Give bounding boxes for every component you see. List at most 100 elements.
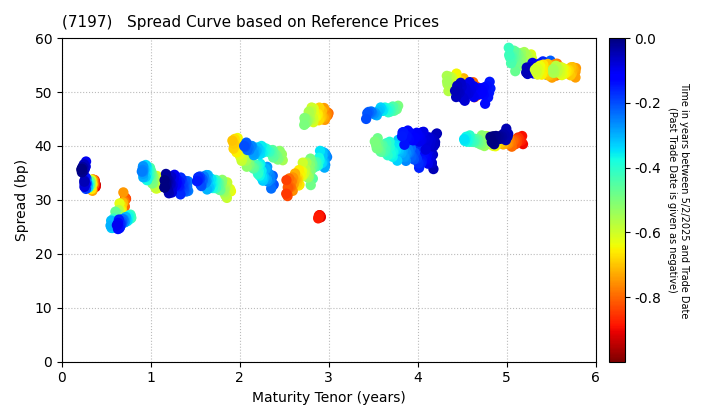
- Point: [175, 191, 186, 198]
- Point: [84, 179, 96, 186]
- Point: [502, 133, 513, 140]
- Point: [112, 210, 124, 217]
- Point: [545, 68, 557, 75]
- Point: [369, 138, 381, 145]
- Point: [159, 184, 171, 191]
- Point: [509, 54, 521, 61]
- Point: [472, 86, 484, 93]
- Point: [407, 154, 418, 160]
- Point: [141, 166, 153, 173]
- Point: [361, 110, 373, 117]
- Point: [210, 176, 222, 183]
- Point: [300, 166, 311, 173]
- Point: [305, 168, 316, 174]
- Point: [236, 158, 248, 164]
- Point: [459, 84, 471, 91]
- Point: [462, 89, 473, 95]
- Point: [469, 94, 480, 100]
- Point: [523, 52, 534, 59]
- Point: [251, 163, 262, 170]
- Point: [467, 137, 478, 144]
- Point: [117, 217, 129, 223]
- Point: [472, 90, 483, 97]
- Point: [256, 175, 268, 181]
- Point: [273, 155, 284, 162]
- Point: [542, 60, 554, 67]
- Point: [470, 139, 482, 145]
- Point: [303, 108, 315, 115]
- Point: [319, 164, 330, 171]
- Point: [235, 154, 246, 160]
- Point: [114, 224, 126, 231]
- Point: [391, 106, 402, 113]
- Point: [166, 173, 177, 180]
- Point: [180, 187, 192, 194]
- Point: [248, 164, 260, 171]
- Point: [252, 166, 264, 173]
- Point: [473, 91, 485, 98]
- Point: [405, 132, 417, 139]
- Point: [392, 102, 404, 109]
- Point: [370, 142, 382, 148]
- Point: [196, 183, 207, 189]
- Point: [415, 160, 427, 166]
- Point: [252, 148, 264, 155]
- Point: [138, 174, 149, 181]
- Point: [430, 131, 441, 138]
- Point: [315, 115, 327, 121]
- Point: [462, 88, 473, 94]
- Point: [125, 211, 136, 218]
- Point: [426, 160, 438, 167]
- Point: [197, 176, 209, 183]
- Point: [147, 179, 158, 186]
- Point: [379, 104, 391, 111]
- Point: [481, 83, 492, 89]
- Point: [76, 166, 87, 173]
- Point: [142, 168, 153, 174]
- Point: [485, 139, 497, 145]
- Point: [139, 167, 150, 174]
- Point: [225, 186, 236, 192]
- Point: [86, 180, 98, 187]
- Point: [181, 184, 192, 190]
- Point: [229, 136, 240, 142]
- Point: [318, 114, 330, 121]
- Point: [495, 135, 507, 142]
- Point: [125, 213, 137, 220]
- Point: [455, 77, 467, 84]
- Point: [496, 133, 508, 140]
- Point: [426, 135, 438, 142]
- Point: [193, 176, 204, 182]
- Point: [266, 185, 277, 192]
- Point: [566, 70, 577, 77]
- Point: [176, 183, 187, 189]
- Point: [506, 58, 518, 64]
- Point: [466, 81, 477, 87]
- Point: [90, 184, 102, 190]
- Point: [451, 94, 462, 100]
- Point: [179, 184, 190, 191]
- Point: [494, 138, 505, 145]
- Point: [243, 154, 254, 160]
- Point: [115, 207, 127, 213]
- Point: [115, 221, 127, 228]
- Point: [562, 66, 573, 73]
- Point: [404, 150, 415, 157]
- Point: [310, 113, 322, 120]
- Point: [316, 108, 328, 115]
- Point: [171, 179, 183, 186]
- Point: [246, 143, 258, 150]
- Point: [248, 164, 259, 171]
- Point: [453, 78, 464, 84]
- Point: [141, 174, 153, 181]
- Point: [544, 63, 556, 69]
- Point: [138, 171, 149, 177]
- Point: [541, 66, 552, 73]
- Point: [521, 60, 533, 67]
- Point: [511, 136, 523, 143]
- Point: [513, 63, 525, 69]
- Point: [110, 217, 122, 223]
- Point: [384, 108, 396, 115]
- Point: [176, 177, 187, 184]
- Point: [422, 138, 433, 144]
